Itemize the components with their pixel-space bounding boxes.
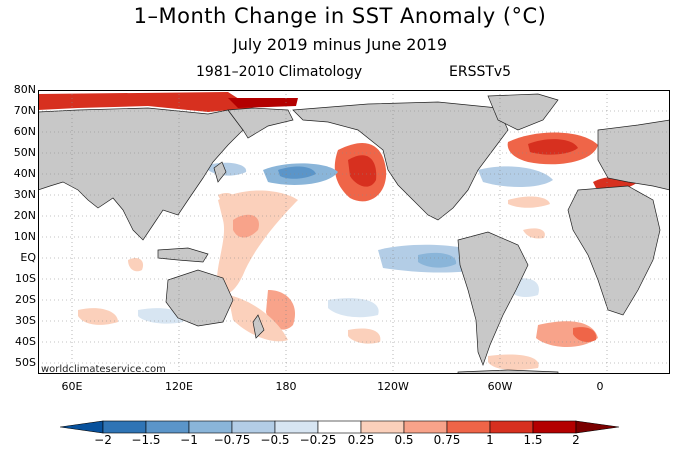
colorbar-segment [231, 420, 276, 434]
colorbar-segment [403, 420, 448, 434]
colorbar-tick: 0.75 [433, 433, 461, 447]
lat-label: 30S [15, 314, 36, 327]
colorbar-segment [102, 420, 147, 434]
colorbar-segment [145, 420, 190, 434]
lon-label: 180 [275, 380, 297, 393]
colorbar-tick: 1 [486, 433, 494, 447]
lat-label: 50S [15, 356, 36, 369]
colorbar-segment [446, 420, 491, 434]
lat-label: 70N [13, 104, 36, 117]
eurasia-west [38, 107, 244, 241]
colorbar-tick: −0.75 [213, 433, 251, 447]
kamchatka [227, 107, 294, 139]
lat-label: 30N [13, 188, 36, 201]
colorbar-segment [60, 420, 104, 434]
lat-label: 40N [13, 167, 36, 180]
colorbar-tick: 0.5 [394, 433, 414, 447]
credit-text: worldclimateservice.com [41, 364, 166, 375]
japan [213, 161, 227, 183]
colorbar-segment [532, 420, 577, 434]
gridlines [38, 90, 670, 374]
lon-label: 60W [487, 380, 513, 393]
greenland [487, 93, 559, 131]
colorbar-tick: −1.5 [131, 433, 161, 447]
map-frame [38, 90, 670, 374]
colorbar-segment [575, 420, 620, 434]
africa [567, 185, 661, 316]
lon-label: 0 [596, 380, 604, 393]
sst-map [38, 90, 670, 374]
map-title: 1–Month Change in SST Anomaly (°C) [133, 4, 547, 28]
lat-label: 20S [15, 293, 36, 306]
lat-label: EQ [20, 251, 36, 264]
colorbar-tick: −2 [94, 433, 112, 447]
australia [165, 269, 234, 327]
colorbar-segment [489, 420, 534, 434]
lon-label: 120E [165, 380, 193, 393]
lat-label: 40S [15, 335, 36, 348]
colorbar-tick: 1.5 [523, 433, 543, 447]
colorbar-tick: −1 [180, 433, 198, 447]
lat-label: 50N [13, 146, 36, 159]
lat-label: 80N [13, 83, 36, 96]
dataset-label: ERSSTv5 [449, 64, 512, 80]
lon-label: 60E [61, 380, 83, 393]
colorbar-segment [274, 420, 319, 434]
south-america [457, 231, 529, 367]
lat-label: 10N [13, 230, 36, 243]
lat-label: 20N [13, 209, 36, 222]
colorbar [60, 420, 620, 434]
landmasses [38, 93, 670, 374]
colorbar-segment [188, 420, 233, 434]
climatology-label: 1981–2010 Climatology [196, 64, 363, 80]
lat-label: 60N [13, 125, 36, 138]
europe [597, 119, 670, 191]
colorbar-tick: 2 [572, 433, 580, 447]
colorbar-tick: 0.25 [347, 433, 375, 447]
colorbar-segment [360, 420, 405, 434]
lon-label: 120W [377, 380, 409, 393]
colorbar-segment [317, 420, 362, 434]
lat-label: 10S [15, 272, 36, 285]
map-subtitle: July 2019 minus June 2019 [232, 35, 448, 54]
new-zealand [252, 314, 265, 339]
colorbar-tick: −0.5 [260, 433, 290, 447]
colorbar-tick: −0.25 [299, 433, 337, 447]
